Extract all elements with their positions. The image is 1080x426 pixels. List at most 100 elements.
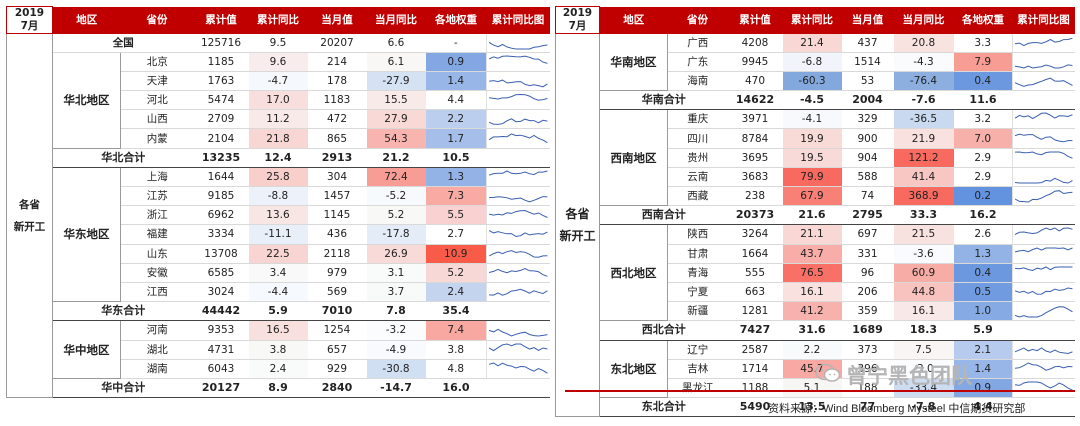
month-value: 865 — [307, 128, 367, 149]
table-row: 湖南 6043 2.4 929 -30.8 4.8 — [7, 359, 550, 379]
outer-label-line: 新开工 — [13, 220, 46, 233]
province-name: 重庆 — [667, 109, 728, 130]
cum-yoy: 9.6 — [248, 52, 308, 72]
month-value: 1689 — [841, 320, 894, 341]
right-table-panel: 2019 7月 地区 省份 累计值 累计同比 当月值 当月同比 各地权重 累计同… — [555, 6, 1075, 418]
sparkline-chart — [1012, 52, 1075, 72]
cum-value: 9353 — [193, 320, 249, 341]
source-note: 资料来源：Wind Bloomberg Mysteel 中信期货研究部 — [768, 403, 1026, 415]
month-value: 929 — [307, 359, 367, 379]
sparkline-chart — [1012, 378, 1075, 399]
month-yoy: 60.9 — [893, 263, 954, 283]
month-label: 7月 — [568, 20, 587, 32]
month-yoy: 368.9 — [893, 186, 954, 207]
national-label: 全国 — [52, 33, 194, 53]
cum-yoy: 31.6 — [782, 320, 842, 341]
month-value: 74 — [841, 186, 894, 207]
month-yoy: 16.1 — [893, 301, 954, 322]
cum-yoy: 79.9 — [782, 167, 842, 188]
cum-value: 663 — [727, 282, 783, 303]
header-row: 2019 7月 地区 省份 累计值 累计同比 当月值 当月同比 各地权重 累计同… — [6, 6, 550, 34]
region-label: 西南地区 — [599, 109, 668, 207]
outer-label-line: 各省 — [565, 207, 590, 222]
month-yoy: -14.7 — [366, 378, 426, 399]
total-row: 华北合计 13235 12.4 2913 21.2 10.5 — [7, 148, 550, 168]
month-yoy: -4.3 — [893, 52, 954, 72]
header-month-yoy: 当月同比 — [366, 6, 426, 34]
weight: 10.5 — [425, 148, 487, 168]
table-row: 新疆 1281 41.2 359 16.1 1.0 — [556, 301, 1075, 322]
total-label: 华中合计 — [52, 378, 194, 399]
cum-value: 4208 — [727, 33, 783, 53]
month-yoy: 33.3 — [893, 205, 954, 226]
month-yoy: 21.2 — [366, 148, 426, 168]
month-value: 2913 — [307, 148, 367, 168]
weight: 1.4 — [425, 71, 487, 92]
cum-yoy: -4.7 — [248, 71, 308, 92]
province-name: 河南 — [120, 320, 194, 341]
cum-value: 20373 — [727, 205, 783, 226]
month-yoy: 27.9 — [366, 109, 426, 130]
month-value: 373 — [841, 340, 894, 360]
table-row: 广东 9945 -6.8 1514 -4.3 7.9 — [556, 52, 1075, 72]
month-value: 437 — [841, 33, 894, 53]
table-row: 华中地区 河南 9353 16.5 1254 -3.2 7.4 — [7, 320, 550, 379]
date-cell: 2019 7月 — [6, 6, 53, 34]
month-value: 588 — [841, 167, 894, 188]
total-label: 西南合计 — [599, 205, 728, 226]
province-name: 云南 — [667, 167, 728, 188]
table-row: 云南 3683 79.9 588 41.4 2.9 — [556, 167, 1075, 188]
sparkline-chart — [486, 186, 550, 207]
year-label: 2019 — [14, 7, 45, 20]
cum-yoy: 25.8 — [248, 167, 308, 188]
month-value: 472 — [307, 109, 367, 130]
left-table: 2019 7月 地区 省份 累计值 累计同比 当月值 当月同比 各地权重 累计同… — [6, 6, 550, 399]
table-row: 甘肃 1664 43.7 331 -3.6 1.3 — [556, 244, 1075, 264]
weight: 4.8 — [425, 359, 487, 379]
weight: 0.4 — [953, 71, 1013, 92]
weight: 4.4 — [425, 90, 487, 111]
header-weight: 各地权重 — [425, 6, 487, 34]
cum-value: 9185 — [193, 186, 249, 207]
weight: 2.6 — [953, 224, 1013, 245]
province-name: 青海 — [667, 263, 728, 283]
cum-value: 20127 — [193, 378, 249, 399]
weight: 0.5 — [953, 282, 1013, 303]
month-yoy: -3.2 — [366, 320, 426, 341]
weight: 1.0 — [953, 301, 1013, 322]
cum-yoy: 17.0 — [248, 90, 308, 111]
header-cum-value: 累计值 — [727, 6, 783, 34]
region-label: 华北地区 — [52, 52, 121, 149]
weight: 10.9 — [425, 244, 487, 264]
month-value: 359 — [841, 301, 894, 322]
cum-value: 4731 — [193, 340, 249, 360]
cum-value: 3695 — [727, 148, 783, 168]
month-yoy: 21.9 — [893, 128, 954, 149]
sparkline-chart — [486, 340, 550, 360]
cum-value: 3024 — [193, 282, 249, 303]
cum-value: 3334 — [193, 224, 249, 245]
cum-value: 2587 — [727, 340, 783, 360]
region-label: 华中地区 — [52, 320, 121, 379]
header-row: 2019 7月 地区 省份 累计值 累计同比 当月值 当月同比 各地权重 累计同… — [555, 6, 1075, 34]
month-yoy: 20.8 — [893, 33, 954, 53]
cum-yoy: 19.5 — [782, 148, 842, 168]
month-yoy: -5.2 — [366, 186, 426, 207]
total-row: 华中合计 20127 8.9 2840 -14.7 16.0 — [7, 378, 550, 399]
month-yoy: -30.8 — [366, 359, 426, 379]
sparkline-chart — [486, 205, 550, 226]
cum-value: 1281 — [727, 301, 783, 322]
province-name: 山西 — [120, 109, 194, 130]
total-row: 华南合计 14622 -4.5 2004 -7.6 11.6 — [556, 90, 1075, 111]
weight: 0.9 — [425, 52, 487, 72]
region-label: 东北地区 — [599, 340, 668, 399]
cum-value: 3971 — [727, 109, 783, 130]
left-table-panel: 2019 7月 地区 省份 累计值 累计同比 当月值 当月同比 各地权重 累计同… — [6, 6, 550, 399]
sparkline-chart — [1012, 282, 1075, 303]
cum-value: 2104 — [193, 128, 249, 149]
month-value: 569 — [307, 282, 367, 303]
month-value: 697 — [841, 224, 894, 245]
spacer-cell — [486, 148, 550, 168]
sparkline-chart — [1012, 186, 1075, 207]
watermark-text: 曾宁黑色团队 — [846, 364, 972, 388]
